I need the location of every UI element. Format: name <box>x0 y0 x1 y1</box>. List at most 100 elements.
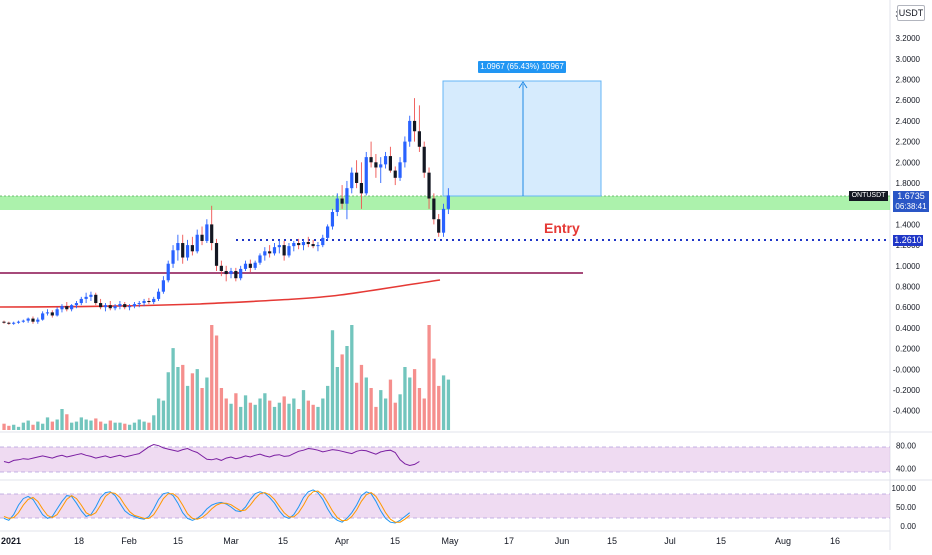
volume-bar <box>253 404 257 430</box>
candle-body <box>408 120 412 142</box>
volume-bar <box>205 377 209 430</box>
candle-body <box>132 304 137 307</box>
candle-body <box>123 304 127 308</box>
price-axis-label: 2.0000 <box>896 158 921 167</box>
candle-body <box>398 162 402 178</box>
candle-layer <box>2 98 450 325</box>
volume-bar <box>287 403 291 430</box>
volume-bar <box>161 400 166 430</box>
candle-body <box>26 318 30 321</box>
volume-bar <box>316 406 320 430</box>
candle-body <box>340 198 344 204</box>
candle-body <box>2 321 6 323</box>
time-axis-label: Feb <box>121 536 137 546</box>
volume-bar <box>345 346 349 430</box>
volume-bar <box>45 417 50 430</box>
candle-body <box>306 241 310 245</box>
volume-bar <box>152 415 156 430</box>
candle-body <box>364 157 368 194</box>
volume-bar <box>50 421 54 430</box>
candle-body <box>94 294 98 304</box>
candle-body <box>89 294 93 297</box>
stoch-layer <box>3 489 411 524</box>
volume-bar <box>166 372 170 430</box>
volume-bar <box>408 377 412 430</box>
candle-body <box>45 312 50 314</box>
time-axis-label: 15 <box>173 536 183 546</box>
volume-bar <box>297 409 301 430</box>
candle-body <box>50 312 54 316</box>
candle-body <box>253 262 257 268</box>
candle-body <box>224 270 228 275</box>
candle-body <box>65 306 69 310</box>
volume-bar <box>181 364 185 430</box>
target-box[interactable] <box>442 80 602 197</box>
candle-body <box>388 156 392 171</box>
price-axis[interactable]: 3.40003.20003.00002.80002.60002.40002.20… <box>892 10 921 531</box>
time-axis-label: 15 <box>607 536 617 546</box>
entry-price-tag: 1.2610 <box>893 235 923 246</box>
candle-body <box>335 198 339 212</box>
stoch-band <box>0 494 890 518</box>
rsi-axis-label: 40.00 <box>896 464 917 473</box>
candle-body <box>41 313 45 320</box>
candle-body <box>243 263 248 269</box>
volume-bar <box>200 388 204 430</box>
volume-bar <box>258 398 262 430</box>
candle-body <box>99 303 103 308</box>
time-axis-label: 2021 <box>1 536 21 546</box>
volume-bar <box>214 335 219 430</box>
candle-body <box>412 120 417 132</box>
volume-bar <box>272 406 277 430</box>
currency-badge[interactable]: USDT <box>897 5 925 21</box>
volume-bar <box>89 420 93 430</box>
price-axis-label: 2.6000 <box>896 96 921 105</box>
time-axis-label: May <box>441 536 459 546</box>
volume-layer <box>2 325 451 430</box>
volume-bar <box>224 398 228 430</box>
volume-bar <box>2 423 6 430</box>
candle-body <box>200 234 204 241</box>
volume-bar <box>108 420 112 430</box>
candle-body <box>190 245 194 252</box>
volume-bar <box>432 358 436 430</box>
price-axis-label: 0.2000 <box>896 345 921 354</box>
volume-bar <box>427 325 431 430</box>
candle-body <box>427 172 431 199</box>
rsi-line <box>3 443 420 467</box>
candle-body <box>176 243 180 251</box>
time-axis[interactable]: 2021 18 Feb 15 Mar 15 Apr 15 May 17 Jun 15 Jul 15 Aug 1… <box>1 536 840 546</box>
volume-bar <box>277 402 282 430</box>
volume-bar <box>190 373 195 430</box>
price-axis-label: 2.2000 <box>896 138 921 147</box>
volume-bar <box>31 424 35 430</box>
time-axis-label: Jul <box>664 536 676 546</box>
volume-bar <box>118 422 122 430</box>
candle-body <box>301 241 306 246</box>
volume-bar <box>292 398 296 430</box>
candle-body <box>103 305 108 308</box>
volume-bar <box>41 423 45 430</box>
candle-body <box>350 172 354 189</box>
volume-bar <box>36 421 40 430</box>
volume-bar <box>219 388 224 430</box>
stoch-axis-label: 100.00 <box>892 484 917 493</box>
candle-body <box>113 306 117 309</box>
volume-bar <box>335 367 339 430</box>
candle-body <box>316 245 320 247</box>
stoch-k-line <box>3 489 411 524</box>
volume-bar <box>330 330 335 430</box>
volume-bar <box>94 418 98 430</box>
candle-body <box>374 162 378 168</box>
candle-body <box>311 244 315 247</box>
volume-bar <box>113 422 117 430</box>
volume-bar <box>446 379 451 430</box>
volume-bar <box>147 422 151 430</box>
candle-body <box>272 247 277 254</box>
volume-bar <box>306 400 310 430</box>
volume-bar <box>55 419 59 430</box>
price-axis-label: 2.8000 <box>896 76 921 85</box>
volume-bar <box>123 423 127 430</box>
